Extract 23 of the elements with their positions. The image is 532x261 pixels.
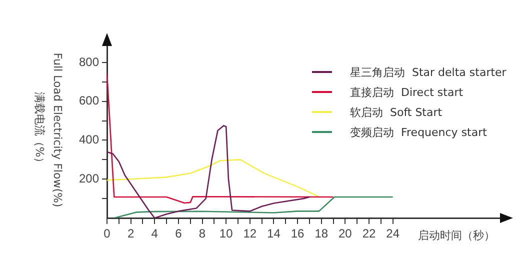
y-tick-label: 600 — [78, 94, 100, 108]
x-axis-title: 启动时间（秒） — [418, 228, 495, 243]
x-tick-label: 12 — [243, 226, 257, 241]
y-axis-title: Full Load Electricity Flow(%) 满载电流（%） — [32, 52, 65, 210]
x-tick-label: 14 — [267, 226, 281, 241]
x-tick-label: 16 — [290, 226, 305, 241]
x-tick-label: 6 — [175, 226, 182, 241]
x-tick-label: 0 — [104, 226, 111, 241]
y-tick-label: 400 — [78, 132, 100, 147]
legend-label: 软启动 Soft Start — [350, 104, 442, 120]
legend-label: 直接启动 Direct start — [350, 84, 464, 100]
x-tick-label: 10 — [219, 226, 234, 241]
x-tick-label: 20 — [338, 226, 352, 241]
x-tick-label: 24 — [386, 226, 400, 241]
legend-label: 星三角启动 Star delta starter — [350, 64, 506, 80]
x-tick-label: 2 — [127, 226, 134, 241]
y-tick-label: 800 — [78, 54, 100, 69]
y-tick-label: 200 — [78, 171, 100, 186]
legend-label: 变频启动 Frequency start — [350, 124, 487, 140]
x-tick-label: 4 — [151, 226, 158, 241]
x-tick-label: 22 — [362, 226, 376, 241]
x-tick-label: 8 — [198, 226, 206, 241]
x-tick-label: 18 — [314, 226, 328, 241]
